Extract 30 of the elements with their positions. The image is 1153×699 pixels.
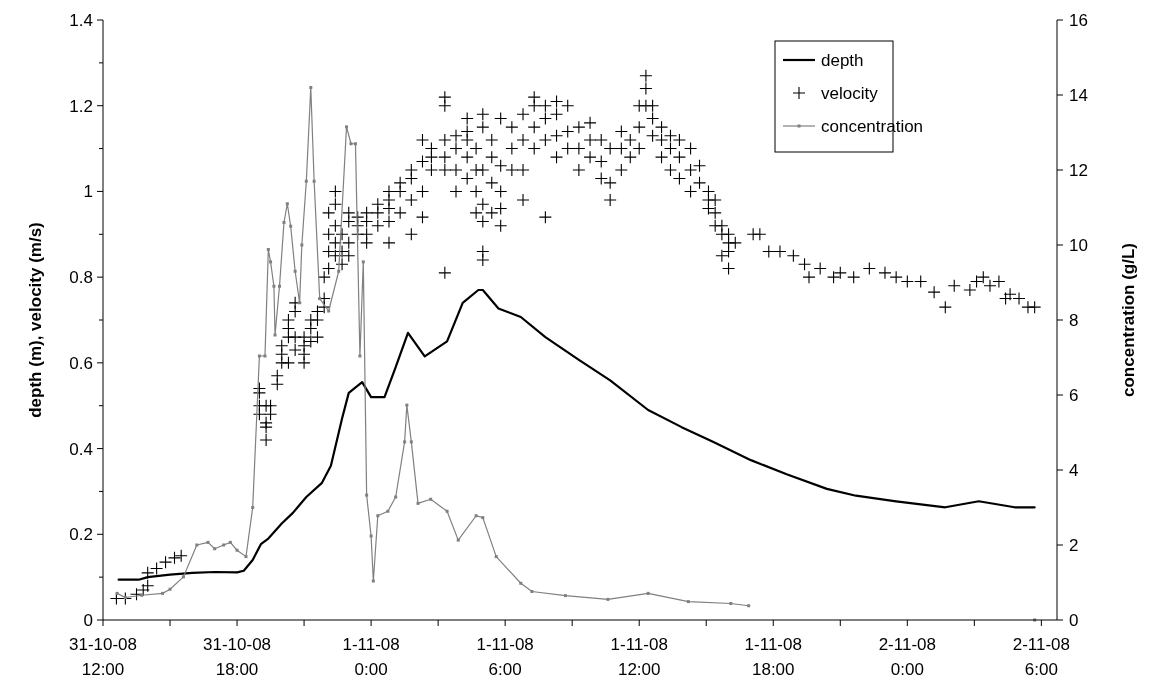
y2-tick-label: 4 — [1069, 461, 1079, 480]
x-tick-label: 1-11-08 0:00 — [342, 635, 400, 679]
y-tick-label: 1.4 — [69, 11, 93, 30]
y2-tick-label: 10 — [1069, 236, 1088, 255]
x-tick-label: 1-11-08 12:00 — [610, 635, 668, 679]
y-tick-label: 1 — [83, 182, 93, 202]
y2-tick-label: 2 — [1069, 536, 1079, 555]
legend-label: depth — [821, 51, 864, 70]
y-tick-label: 0.2 — [69, 525, 93, 545]
y-tick-label: 1.2 — [69, 96, 93, 116]
x-tick-label: 2-11-08 6:00 — [1012, 635, 1071, 679]
x-tick-label: 1-11-08 6:00 — [476, 635, 534, 679]
y2-tick-label: 6 — [1069, 386, 1079, 405]
y2-tick-label: 0 — [1069, 611, 1079, 630]
legend-label: concentration — [821, 117, 924, 136]
y2-axis-title: concentration (g/L) — [1119, 243, 1138, 397]
x-tick-label: 31-10-08 18:00 — [203, 635, 272, 679]
x-tick-label: 1-11-08 18:00 — [744, 635, 802, 679]
legend-label: velocity — [821, 84, 879, 103]
y-tick-label: 0.6 — [69, 353, 93, 373]
x-tick-label: 31-10-08 12:00 — [68, 635, 138, 679]
y-axis-title: depth (m), velocity (m/s) — [26, 222, 45, 418]
y2-tick-label: 8 — [1069, 311, 1079, 330]
y2-tick-label: 12 — [1069, 161, 1088, 180]
y-tick-label: 0.4 — [69, 439, 93, 459]
y-tick-label: 0.8 — [69, 268, 93, 288]
x-tick-label: 2-11-08 0:00 — [878, 635, 936, 679]
y2-tick-label: 14 — [1069, 86, 1088, 105]
y-tick-label: 0 — [83, 611, 93, 630]
y2-tick-label: 16 — [1069, 11, 1088, 30]
